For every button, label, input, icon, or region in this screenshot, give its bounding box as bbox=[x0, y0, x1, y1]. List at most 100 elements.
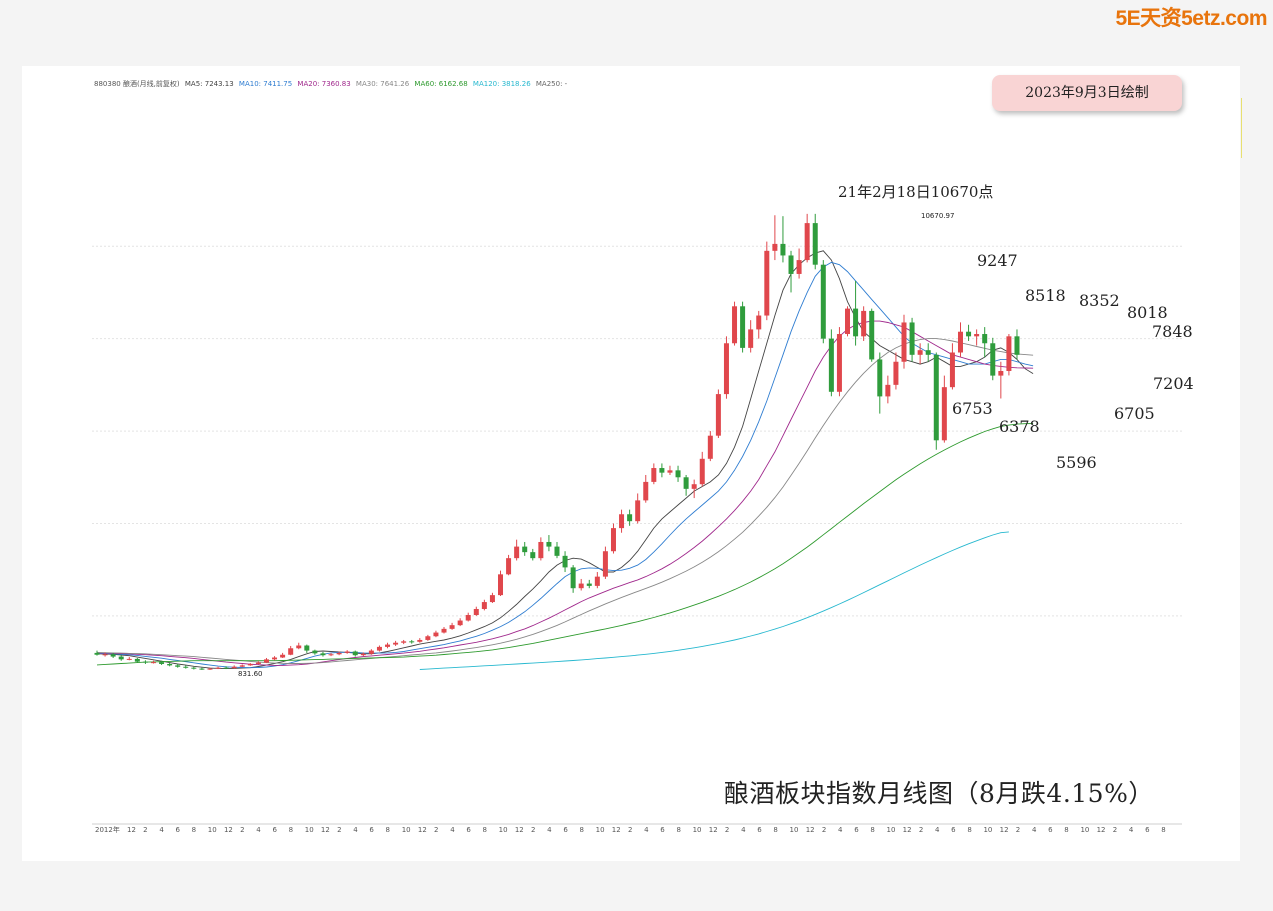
x-tick-label: 2 bbox=[725, 826, 729, 834]
candle-body bbox=[425, 636, 431, 640]
candle-body bbox=[368, 650, 374, 654]
candle-body bbox=[990, 343, 996, 376]
x-tick-label: 2 bbox=[337, 826, 341, 834]
x-tick-label: 12 bbox=[709, 826, 718, 834]
candle-body bbox=[167, 663, 173, 666]
x-tick-label: 2 bbox=[1016, 826, 1020, 834]
candle-body bbox=[514, 546, 520, 559]
candle-body bbox=[828, 338, 834, 392]
legend-ma10: MA10: 7411.75 bbox=[238, 80, 293, 88]
x-tick-label: 8 bbox=[1161, 826, 1165, 834]
candle-body bbox=[933, 354, 939, 441]
candle-body bbox=[417, 639, 423, 642]
candle-body bbox=[820, 264, 826, 339]
candle-body bbox=[619, 514, 625, 529]
x-tick-label: 6 bbox=[175, 826, 180, 834]
x-tick-label: 10 bbox=[208, 826, 217, 834]
chart-card bbox=[22, 66, 1240, 861]
legend-prefix: 880380 酿酒(月线,前复权) bbox=[94, 80, 180, 88]
annotation-label: 21年2月18日10670点 bbox=[838, 183, 993, 201]
x-tick-label: 8 bbox=[192, 826, 196, 834]
candle-body bbox=[376, 646, 382, 651]
candle-body bbox=[836, 334, 842, 392]
candle-body bbox=[320, 653, 326, 656]
candle-body bbox=[360, 653, 366, 656]
x-tick-label: 12 bbox=[806, 826, 815, 834]
annotation-label: 10670.97 bbox=[921, 212, 954, 220]
x-tick-label: 2 bbox=[628, 826, 632, 834]
candle-body bbox=[578, 583, 584, 589]
candle-body bbox=[586, 583, 592, 586]
candle-body bbox=[925, 350, 931, 355]
x-tick-label: 4 bbox=[256, 826, 261, 834]
candle-body bbox=[643, 481, 649, 501]
candle-body bbox=[853, 308, 859, 337]
x-tick-label: 6 bbox=[660, 826, 665, 834]
annotation-label: 8352 bbox=[1079, 291, 1120, 310]
candle-body bbox=[796, 260, 802, 274]
candle-body bbox=[530, 552, 536, 559]
candle-body bbox=[675, 470, 681, 478]
candle-body bbox=[723, 343, 729, 395]
candle-body bbox=[982, 334, 988, 344]
x-tick-label: 12 bbox=[418, 826, 427, 834]
candle-body bbox=[215, 667, 221, 669]
candle-body bbox=[594, 576, 600, 586]
x-tick-label: 2 bbox=[1113, 826, 1117, 834]
candle-body bbox=[570, 567, 576, 589]
candle-body bbox=[627, 514, 633, 522]
candle-body bbox=[142, 661, 148, 663]
candle-body bbox=[966, 331, 972, 337]
candle-body bbox=[901, 322, 907, 362]
x-tick-label: 8 bbox=[579, 826, 583, 834]
candle-body bbox=[457, 620, 463, 626]
candle-body bbox=[562, 555, 568, 568]
candle-body bbox=[401, 641, 407, 643]
candle-body bbox=[610, 528, 616, 552]
x-tick-label: 10 bbox=[693, 826, 702, 834]
x-tick-label: 8 bbox=[676, 826, 680, 834]
candle-body bbox=[635, 500, 641, 522]
candle-body bbox=[102, 654, 108, 656]
x-tick-label: 10 bbox=[887, 826, 896, 834]
candle-body bbox=[812, 223, 818, 265]
candle-body bbox=[667, 470, 673, 473]
annotation-label: 7204 bbox=[1153, 374, 1194, 393]
x-tick-label: 2012年 bbox=[95, 825, 120, 834]
x-tick-label: 6 bbox=[563, 826, 568, 834]
candle-body bbox=[183, 666, 189, 668]
candle-body bbox=[764, 250, 770, 316]
candle-body bbox=[498, 574, 503, 596]
candle-body bbox=[869, 310, 875, 360]
candle-body bbox=[917, 350, 923, 355]
annotation-label: 9247 bbox=[977, 251, 1018, 270]
candle-body bbox=[352, 651, 358, 656]
candle-body bbox=[263, 659, 269, 663]
x-tick-label: 4 bbox=[644, 826, 649, 834]
date-badge: 2023年9月3日绘制 bbox=[992, 75, 1182, 111]
x-tick-label: 4 bbox=[159, 826, 164, 834]
candle-body bbox=[522, 546, 528, 553]
x-tick-label: 6 bbox=[854, 826, 859, 834]
candle-body bbox=[449, 625, 455, 629]
legend-ma120: MA120: 3818.26 bbox=[472, 80, 531, 88]
x-tick-label: 12 bbox=[515, 826, 524, 834]
candle-body bbox=[756, 315, 762, 330]
candle-body bbox=[344, 651, 350, 653]
x-tick-label: 12 bbox=[1097, 826, 1106, 834]
x-tick-label: 4 bbox=[353, 826, 358, 834]
x-tick-label: 2 bbox=[143, 826, 147, 834]
x-tick-label: 12 bbox=[612, 826, 621, 834]
site-watermark[interactable]: 5E天资5etz.com bbox=[1115, 7, 1267, 30]
candle-body bbox=[554, 546, 560, 556]
x-tick-label: 2 bbox=[531, 826, 535, 834]
legend-ma60: MA60: 6162.68 bbox=[414, 80, 468, 88]
x-tick-label: 6 bbox=[272, 826, 277, 834]
annotation-label: 8518 bbox=[1025, 286, 1066, 305]
candle-body bbox=[845, 308, 851, 335]
x-tick-label: 8 bbox=[1064, 826, 1068, 834]
x-tick-label: 4 bbox=[741, 826, 746, 834]
candle-body bbox=[441, 628, 447, 633]
candle-body bbox=[909, 322, 915, 355]
candle-body bbox=[707, 435, 713, 459]
